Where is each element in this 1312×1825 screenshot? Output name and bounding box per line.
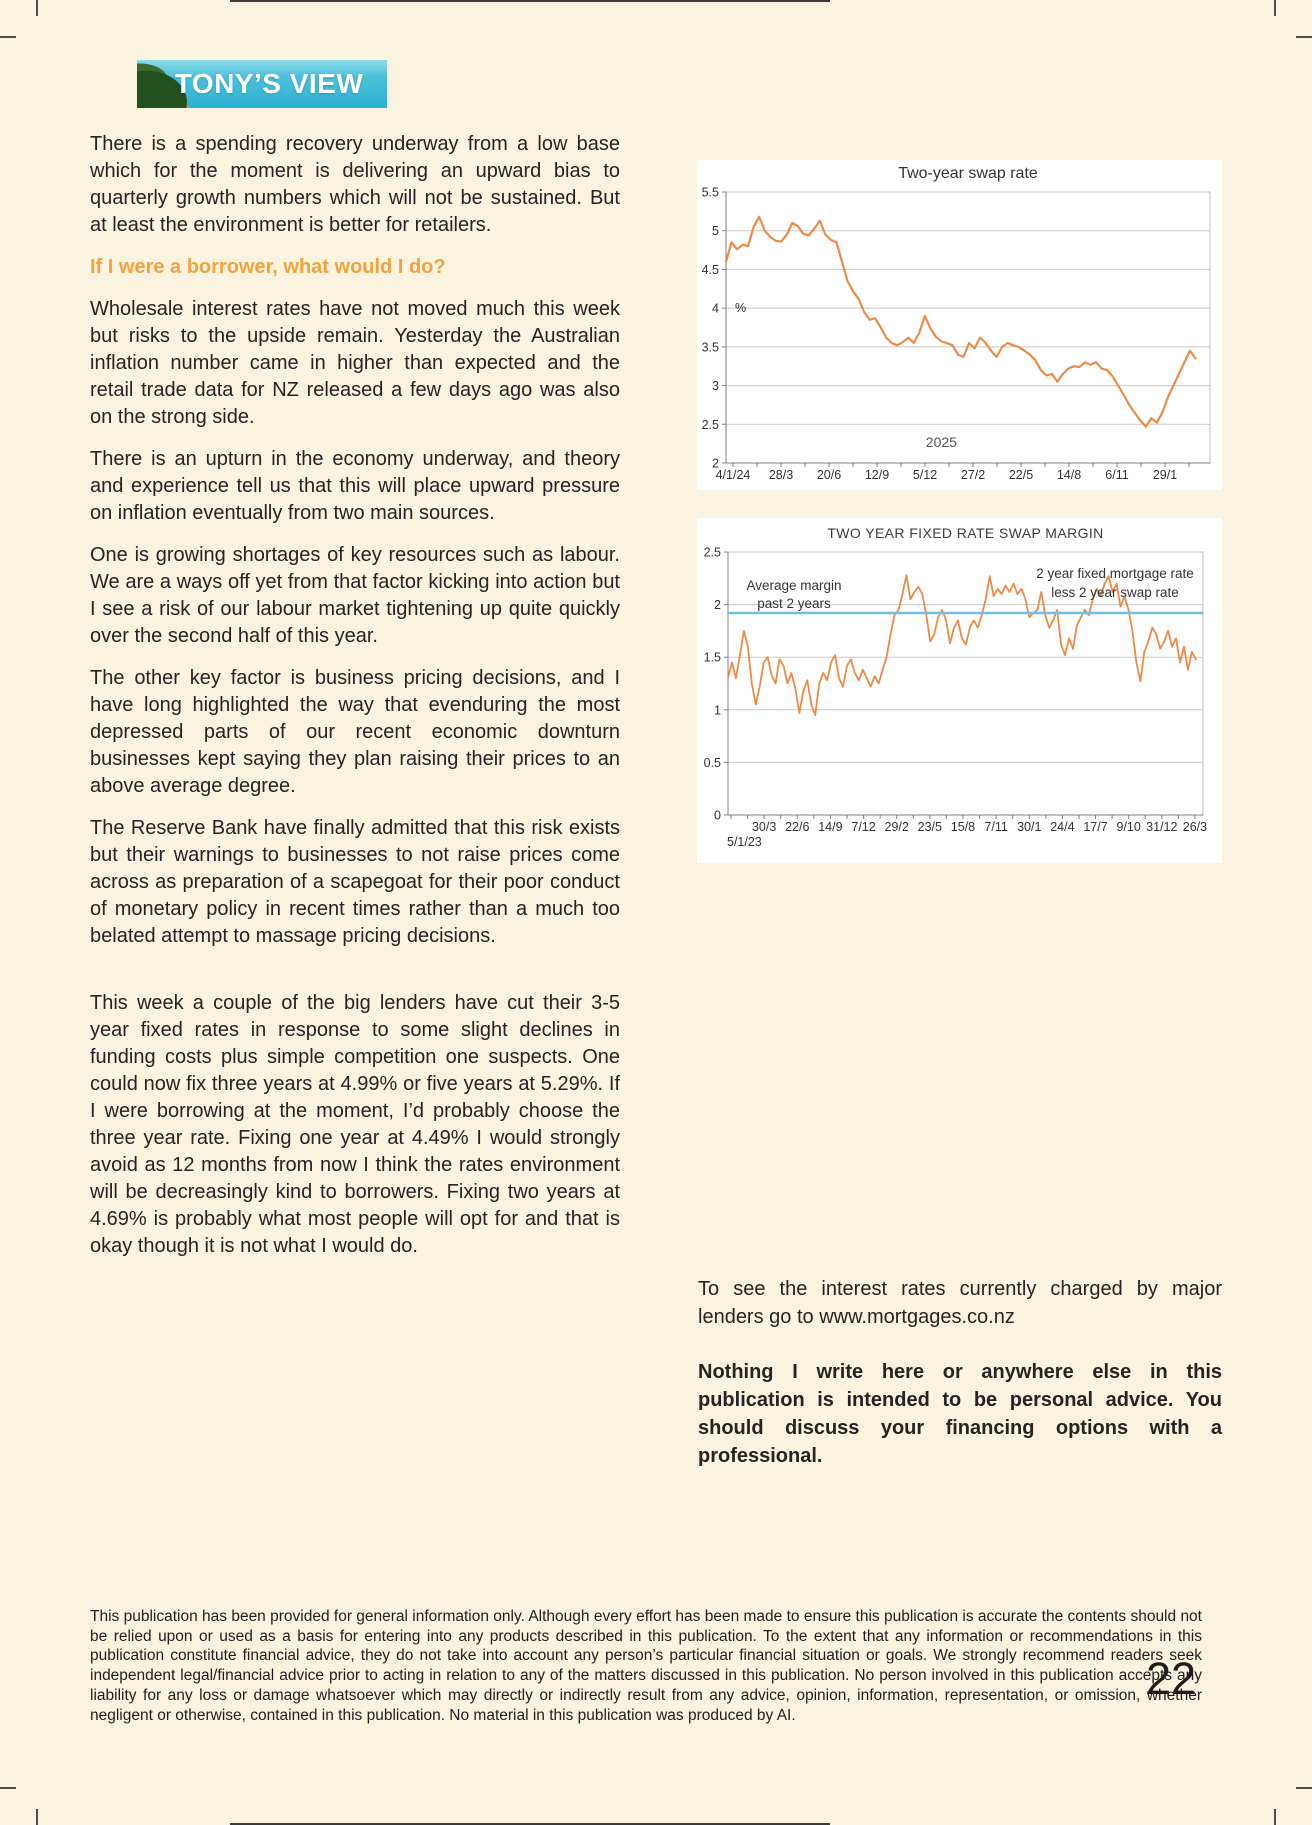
crop-mark (1296, 36, 1312, 38)
x-axis-tick-label: 14/8 (1057, 468, 1081, 482)
personal-advice-disclaimer: Nothing I write here or anywhere else in… (698, 1361, 1222, 1467)
y-axis-tick-label: 3.5 (702, 340, 719, 354)
chart-annotation: Average margin (746, 578, 841, 593)
x-axis-tick-label: 20/6 (817, 468, 841, 482)
paragraph-labour-shortages: One is growing shortages of key resource… (90, 544, 620, 647)
y-axis-tick-label: 4 (712, 302, 719, 316)
x-axis-tick-label: 23/5 (918, 820, 942, 834)
y-axis-tick-label: 2 (712, 457, 719, 471)
crop-mark (36, 0, 38, 16)
x-axis-tick-label: 31/12 (1146, 820, 1177, 834)
chart-annotation: past 2 years (757, 596, 831, 611)
x-axis-first-tick-label: 5/1/23 (727, 835, 762, 849)
x-axis-tick-label: 4/1/24 (716, 468, 751, 482)
x-axis-tick-label: 22/6 (785, 820, 809, 834)
x-axis-tick-label: 30/1 (1017, 820, 1041, 834)
x-axis-tick-label: 7/11 (984, 820, 1007, 834)
y-axis-tick-label: 4.5 (702, 263, 719, 277)
crop-mark (0, 1787, 16, 1789)
chart-title: TWO YEAR FIXED RATE SWAP MARGIN (827, 525, 1103, 541)
crop-mark (1274, 0, 1276, 16)
tonys-view-logo: TONY’S VIEW (137, 60, 387, 108)
y-axis-tick-label: 2.5 (702, 418, 719, 432)
x-axis-tick-label: 5/12 (913, 468, 937, 482)
page-edge-mark-bottom (230, 1823, 830, 1825)
x-axis-year-note: 2025 (926, 434, 957, 450)
x-axis-tick-label: 27/2 (961, 468, 985, 482)
x-axis-tick-label: 22/5 (1009, 468, 1033, 482)
chart-title: Two-year swap rate (898, 165, 1038, 182)
y-axis-unit-label: % (735, 301, 746, 315)
chart-canvas: 2.5 2 1.5 1 0.5 0 30/3 22/6 14/9 7/12 29/2 23/5 15/8… (704, 525, 1208, 849)
two-year-swap-rate-chart: 5.5 5 4.5 4 3.5 3 2.5 2 4/1/24 28/3 20/6 12/9 5/12 27… (697, 160, 1222, 490)
crop-mark (36, 1809, 38, 1825)
x-axis-tick-label: 29/1 (1153, 468, 1177, 482)
logo-title: TONY’S VIEW (174, 68, 364, 99)
chart-canvas: 5.5 5 4.5 4 3.5 3 2.5 24/1/24 28/3 20/6 12/9 5/12 27… (702, 165, 1211, 482)
paragraph-economy-upturn: There is an upturn in the economy underw… (90, 448, 620, 524)
x-axis-tick-label: 9/10 (1117, 820, 1141, 834)
x-axis-tick-label: 17/7 (1083, 820, 1107, 834)
two-year-fixed-rate-swap-margin-chart: 2.5 2 1.5 1 0.5 0 30/3 22/6 14/9 7/12 29/2 23/5 15/8… (697, 518, 1222, 863)
paragraph-wholesale-rates: Wholesale interest rates have not moved … (90, 298, 620, 428)
series-line (727, 574, 1197, 717)
x-axis-tick-label: 15/8 (951, 820, 975, 834)
x-axis-tick-label: 28/3 (769, 468, 793, 482)
y-axis-tick-label: 0 (714, 809, 721, 823)
x-axis-tick-label: 12/9 (865, 468, 889, 482)
x-axis-tick-label: 7/12 (851, 820, 875, 834)
y-axis-tick-label: 2 (714, 598, 721, 612)
x-axis-tick-label: 6/11 (1105, 468, 1128, 482)
crop-mark (1296, 1787, 1312, 1789)
y-axis-tick-label: 0.5 (704, 756, 721, 770)
x-axis-tick-label: 29/2 (885, 820, 909, 834)
x-axis-tick-label: 14/9 (818, 820, 842, 834)
y-axis-tick-label: 5.5 (702, 186, 719, 200)
x-axis-tick-label: 26/3 (1183, 820, 1207, 834)
page-number: 22 (1146, 1653, 1197, 1704)
paragraph-spending-recovery: There is a spending recovery underway fr… (90, 133, 620, 236)
y-axis-tick-label: 5 (712, 224, 719, 238)
x-axis-tick-label: 24/4 (1050, 820, 1074, 834)
y-axis-tick-label: 1 (714, 703, 721, 717)
crop-mark (0, 36, 16, 38)
paragraph-business-pricing: The other key factor is business pricing… (90, 667, 620, 797)
y-axis-tick-label: 1.5 (704, 651, 721, 665)
article-column: There is a spending recovery underway fr… (90, 131, 620, 1275)
paragraph-reserve-bank: The Reserve Bank have finally admitted t… (90, 817, 620, 947)
paragraph-fixed-rates-advice: This week a couple of the big lenders ha… (90, 992, 620, 1257)
footer-disclaimer: This publication has been provided for g… (90, 1608, 1202, 1724)
chart-annotation: less 2 year swap rate (1051, 585, 1179, 600)
y-axis-tick-label: 3 (712, 379, 719, 393)
crop-mark (1274, 1809, 1276, 1825)
chart-annotation: 2 year fixed mortgage rate (1036, 566, 1194, 581)
series-line (724, 215, 1197, 428)
x-axis-tick-label: 30/3 (752, 820, 776, 834)
right-column-text: To see the interest rates currently char… (698, 1275, 1222, 1497)
page-edge-mark-top (230, 0, 830, 2)
rates-note: To see the interest rates currently char… (698, 1278, 1222, 1328)
y-axis-tick-label: 2.5 (704, 546, 721, 560)
section-heading-borrower: If I were a borrower, what would I do? (90, 256, 446, 278)
